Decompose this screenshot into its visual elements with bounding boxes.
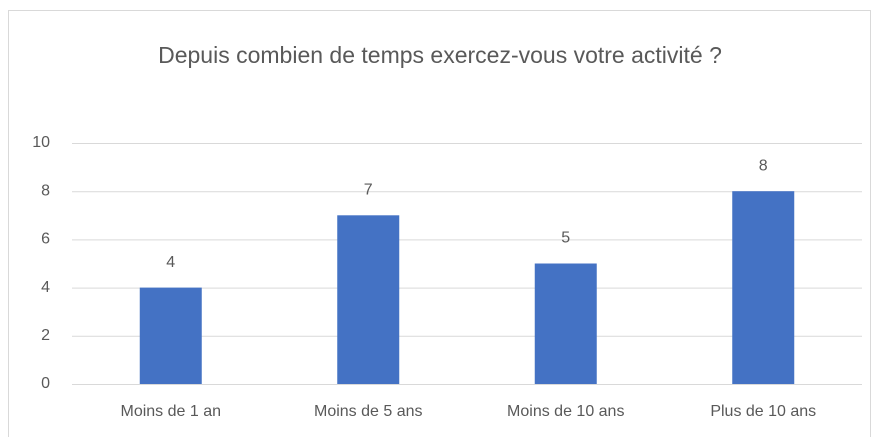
data-label: 8 bbox=[759, 157, 768, 174]
x-tick-label: Moins de 10 ans bbox=[507, 403, 624, 420]
bar bbox=[337, 215, 400, 384]
chart-frame bbox=[8, 10, 871, 437]
data-label: 5 bbox=[561, 230, 570, 247]
bar bbox=[534, 263, 597, 384]
bar bbox=[732, 191, 795, 384]
bar bbox=[139, 287, 202, 384]
y-tick-label: 2 bbox=[41, 327, 50, 344]
y-tick-label: 4 bbox=[41, 279, 50, 296]
data-label: 7 bbox=[364, 182, 373, 199]
y-tick-label: 10 bbox=[32, 134, 50, 151]
chart-title: Depuis combien de temps exercez-vous vot… bbox=[158, 42, 722, 68]
x-tick-label: Plus de 10 ans bbox=[710, 403, 816, 420]
x-tick-label: Moins de 1 an bbox=[120, 403, 221, 420]
x-tick-label: Moins de 5 ans bbox=[314, 403, 423, 420]
data-label: 4 bbox=[166, 254, 175, 271]
y-tick-label: 0 bbox=[41, 375, 50, 392]
y-tick-label: 8 bbox=[41, 182, 50, 199]
y-tick-label: 6 bbox=[41, 231, 50, 248]
